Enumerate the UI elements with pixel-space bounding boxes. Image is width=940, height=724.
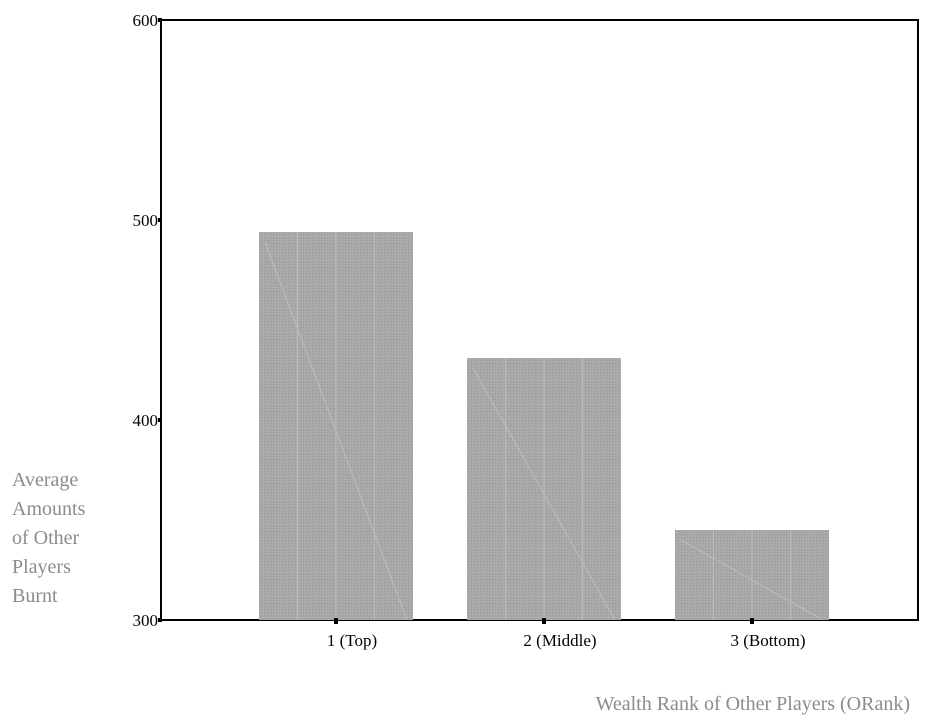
x-tick-label: 1 (Top)	[327, 631, 377, 650]
x-tick-label: 3 (Bottom)	[730, 631, 805, 650]
y-tick-label: 500	[133, 211, 159, 230]
y-tick-label: 600	[133, 11, 159, 30]
x-axis-ticks: 1 (Top) 2 (Middle) 3 (Bottom)	[327, 618, 806, 650]
x-tick-mark	[750, 618, 754, 624]
y-tick-mark	[158, 418, 162, 422]
y-axis-title-line: Burnt	[12, 585, 58, 607]
y-tick-mark	[158, 618, 162, 622]
x-tick-label: 2 (Middle)	[523, 631, 596, 650]
y-tick-mark	[158, 18, 162, 22]
y-tick-label: 400	[133, 411, 159, 430]
bar-texture-diagonal	[472, 367, 616, 621]
y-axis-title-line: Players	[12, 556, 71, 578]
bar-1	[259, 232, 413, 621]
x-tick-mark	[334, 618, 338, 624]
y-axis-title: Average Amounts of Other Players Burnt	[12, 469, 86, 607]
bar-2	[467, 358, 621, 621]
y-tick-label: 300	[133, 611, 159, 630]
y-axis-title-line: of Other	[12, 527, 80, 549]
bar-texture-diagonal	[680, 539, 824, 621]
y-axis-ticks: 300 400 500 600	[133, 11, 162, 630]
bar-texture-diagonal	[264, 241, 408, 621]
y-tick-mark	[158, 218, 162, 222]
y-axis-title-line: Average	[12, 469, 78, 491]
y-axis-title-line: Amounts	[12, 498, 86, 520]
x-axis-title: Wealth Rank of Other Players (ORank)	[596, 693, 910, 715]
x-tick-mark	[542, 618, 546, 624]
bars-group	[259, 232, 829, 621]
bar-3	[675, 530, 829, 621]
